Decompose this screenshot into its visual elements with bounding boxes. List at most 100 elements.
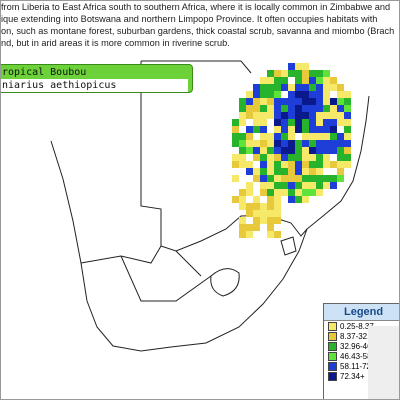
cell [246,210,253,217]
cell [253,126,260,133]
cell [232,126,239,133]
cell [281,182,288,189]
cell [267,168,274,175]
cell [274,84,281,91]
border-line [140,61,308,252]
cell [295,196,302,203]
cell [281,133,288,140]
coastline [50,95,370,352]
cell [323,98,330,105]
cell [302,147,309,154]
cell [281,84,288,91]
cell [309,140,316,147]
cell [274,98,281,105]
cell [246,105,253,112]
legend-swatch [328,371,337,381]
cell [302,98,309,105]
cell [295,77,302,84]
cell [253,196,260,203]
cell [239,196,246,203]
cell [267,217,274,224]
cell [295,105,302,112]
cell [274,217,281,224]
cell [302,91,309,98]
cell [316,182,323,189]
cell [295,147,302,154]
cell [274,175,281,182]
cell [288,105,295,112]
cell [316,119,323,126]
cell [274,210,281,217]
cell [260,105,267,112]
cell [239,140,246,147]
cell [281,154,288,161]
cell [246,140,253,147]
cell [309,154,316,161]
legend-item: 8.37-32.96 [324,331,399,341]
eswatini [280,236,297,256]
cell [274,189,281,196]
cell [288,133,295,140]
cell [288,112,295,119]
cell [260,189,267,196]
cell [337,105,344,112]
cell [302,161,309,168]
cell [274,105,281,112]
cell [323,161,330,168]
cell [253,154,260,161]
cell [316,147,323,154]
cell [344,98,351,105]
legend-note [368,326,399,399]
cell [246,231,253,238]
cell [239,147,246,154]
cell [316,189,323,196]
cell [295,168,302,175]
legend-item: 0.25-8.37 [324,321,399,331]
cell [253,119,260,126]
cell [246,203,253,210]
cell [288,189,295,196]
cell [253,98,260,105]
cell [239,231,246,238]
cell [344,112,351,119]
cell [239,98,246,105]
cell [337,119,344,126]
cell [323,133,330,140]
cell [274,203,281,210]
cell [267,105,274,112]
cell [316,175,323,182]
cell [302,168,309,175]
cell [267,84,274,91]
cell [281,98,288,105]
cell [344,133,351,140]
cell [260,210,267,217]
cell [288,196,295,203]
cell [253,224,260,231]
cell [246,112,253,119]
cell [246,126,253,133]
cell [309,119,316,126]
cell [302,182,309,189]
cell [239,112,246,119]
cell [274,161,281,168]
lesotho [210,268,240,297]
legend-label: 46.43-58.11 [340,351,383,361]
cell [330,112,337,119]
cell [246,182,253,189]
legend-swatch [328,351,337,361]
cell [316,105,323,112]
cell [281,77,288,84]
cell [267,210,274,217]
cell [260,126,267,133]
cell [295,175,302,182]
intro-line: from Liberia to East Africa south to sou… [1,2,391,12]
cell [309,182,316,189]
cell [323,154,330,161]
cell [323,126,330,133]
cell [309,189,316,196]
cell [239,189,246,196]
cell [323,147,330,154]
cell [302,189,309,196]
cell [232,161,239,168]
cell [309,147,316,154]
